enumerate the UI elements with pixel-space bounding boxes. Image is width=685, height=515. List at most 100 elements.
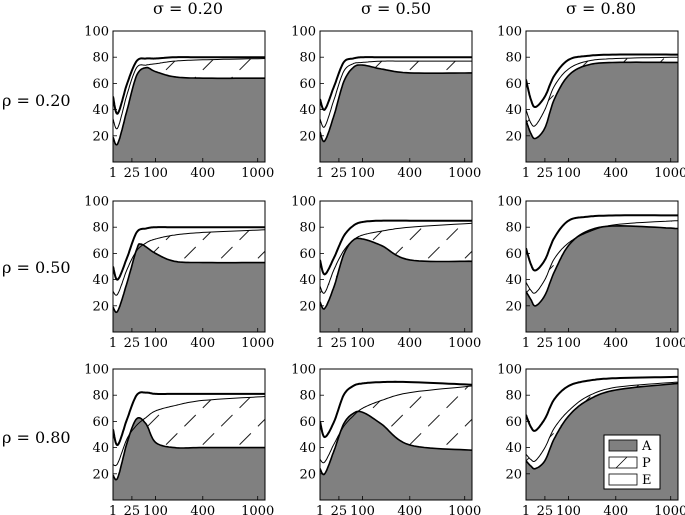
line-a [113,417,265,481]
line-e [320,219,472,276]
line-a [320,410,472,476]
x-tick-label: 400 [397,504,422,515]
x-tick-label: 25 [537,504,554,515]
line-p [320,60,472,128]
legend-label-e: E [642,473,652,488]
y-tick-label: 60 [299,77,316,92]
y-tick-label: 100 [497,195,522,210]
x-tick-label: 1000 [241,166,274,181]
x-tick-label: 400 [397,166,422,181]
column-header-1: σ = 0.50 [361,0,431,18]
x-tick-label: 1000 [241,336,274,351]
y-tick-label: 40 [92,103,109,118]
x-tick-label: 1000 [448,336,481,351]
y-tick-label: 80 [92,51,109,66]
x-tick-label: 100 [143,336,168,351]
y-tick-label: 60 [505,415,522,430]
x-tick-label: 25 [124,504,141,515]
x-tick-label: 25 [537,166,554,181]
legend: A P E [603,434,661,490]
x-tick-label: 1000 [448,504,481,515]
x-tick-label: 25 [537,336,554,351]
y-tick-label: 20 [299,129,316,144]
y-tick-label: 100 [84,195,109,210]
y-tick-label: 60 [505,77,522,92]
x-tick-label: 1 [522,336,530,351]
y-tick-label: 80 [299,389,316,404]
y-tick-label: 40 [92,441,109,456]
line-a [113,66,265,146]
panel-frame [525,30,679,163]
y-tick-label: 20 [92,299,109,314]
y-tick-label: 60 [92,415,109,430]
y-tick-label: 100 [84,25,109,40]
y-tick-label: 60 [505,247,522,262]
x-tick-label: 1 [109,504,117,515]
panel-frame [112,368,266,501]
y-tick-label: 20 [299,299,316,314]
x-tick-label: 100 [350,166,375,181]
y-tick-label: 60 [92,77,109,92]
y-tick-label: 20 [92,467,109,482]
legend-label-p: P [642,456,651,471]
x-tick-label: 400 [190,166,215,181]
x-tick-label: 1 [522,504,530,515]
x-tick-label: 100 [143,166,168,181]
y-tick-label: 60 [299,415,316,430]
row-header-0: ρ = 0.20 [2,91,71,110]
y-tick-label: 80 [505,221,522,236]
panel-frame [112,200,266,333]
line-e [320,56,472,111]
y-tick-label: 100 [291,195,316,210]
legend-hatch-p [615,456,628,469]
row-header-1: ρ = 0.50 [2,258,71,277]
y-tick-label: 100 [291,363,316,378]
y-tick-label: 40 [299,273,316,288]
line-p [526,381,678,462]
x-tick-label: 25 [124,166,141,181]
y-tick-label: 100 [497,25,522,40]
panel-frame [525,368,679,501]
panel-frame [112,30,266,163]
x-tick-label: 400 [603,166,628,181]
area-a [320,65,472,162]
x-tick-label: 100 [143,504,168,515]
y-tick-label: 80 [299,51,316,66]
y-tick-label: 40 [505,103,522,118]
line-e [113,391,265,447]
x-tick-label: 1000 [654,166,685,181]
panel-frame [319,368,473,501]
x-tick-label: 1 [522,166,530,181]
x-tick-label: 100 [556,504,581,515]
x-tick-label: 25 [124,336,141,351]
line-a [320,64,472,143]
x-tick-label: 400 [603,336,628,351]
y-tick-label: 60 [92,247,109,262]
line-e [113,226,265,281]
line-e [526,53,678,108]
area-a [113,243,265,332]
line-a [113,243,265,314]
x-tick-label: 1000 [448,166,481,181]
line-p [113,58,265,130]
x-tick-label: 25 [331,504,348,515]
x-tick-label: 1 [109,166,117,181]
y-tick-label: 80 [92,221,109,236]
x-tick-label: 100 [350,336,375,351]
legend-swatch-p [608,456,638,469]
y-tick-label: 60 [299,247,316,262]
area-a [113,67,265,162]
y-tick-label: 100 [291,25,316,40]
line-p [113,229,265,296]
y-tick-label: 100 [497,363,522,378]
area-a [113,417,265,500]
column-header-0: σ = 0.20 [153,0,223,18]
line-e [320,380,472,439]
panel-frame [319,200,473,333]
